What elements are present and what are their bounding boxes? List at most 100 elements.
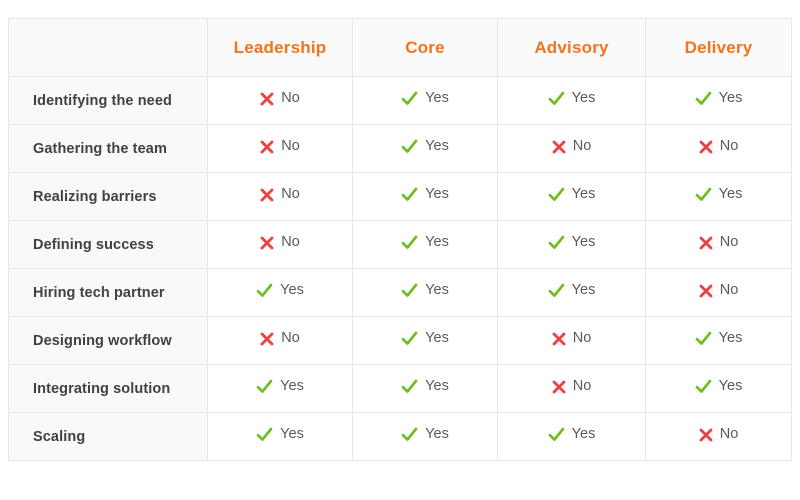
cell: No — [645, 268, 792, 317]
corner-cell — [8, 18, 208, 77]
value-label: Yes — [571, 234, 596, 251]
column-header-core: Core — [352, 18, 498, 77]
cell: Yes — [352, 124, 498, 173]
yes-value: Yes — [401, 427, 449, 442]
no-value: No — [699, 427, 738, 442]
value-label: No — [572, 138, 592, 155]
value-label: Yes — [718, 378, 743, 395]
no-value: No — [552, 330, 592, 347]
yes-value: Yes — [401, 331, 449, 346]
cell: No — [497, 124, 646, 173]
yes-value: Yes — [401, 187, 449, 202]
check-icon — [401, 139, 418, 154]
yes-value: Yes — [401, 235, 449, 250]
value-label: No — [719, 234, 739, 251]
cell: Yes — [352, 220, 498, 269]
cell: Yes — [352, 364, 498, 413]
no-value: No — [552, 379, 591, 394]
no-value: No — [260, 91, 300, 106]
yes-value: Yes — [401, 283, 449, 298]
column-header-delivery: Delivery — [645, 18, 792, 77]
yes-value: Yes — [256, 283, 304, 298]
check-icon — [548, 91, 565, 106]
check-icon — [548, 187, 565, 202]
yes-value: Yes — [548, 186, 596, 203]
yes-value: Yes — [695, 90, 743, 107]
value-label: Yes — [280, 378, 304, 395]
no-value: No — [260, 331, 300, 346]
cell: Yes — [207, 268, 353, 317]
value-label: Yes — [425, 234, 449, 251]
table-row: Scaling Yes Yes Yes No — [8, 412, 792, 461]
table-row: Gathering the team No Yes No No — [8, 124, 792, 173]
cross-icon — [699, 284, 713, 298]
yes-value: Yes — [401, 379, 449, 394]
yes-value: Yes — [401, 139, 449, 154]
cell: Yes — [497, 220, 646, 269]
value-label: No — [281, 138, 300, 155]
no-value: No — [260, 235, 300, 250]
table-row: Integrating solution Yes Yes No Yes — [8, 364, 792, 413]
cell: No — [207, 124, 353, 173]
cell: No — [645, 412, 792, 461]
cell: Yes — [497, 268, 646, 317]
cell: Yes — [352, 412, 498, 461]
check-icon — [401, 427, 418, 442]
table-row: Identifying the need No Yes Yes Yes — [8, 76, 792, 125]
value-label: Yes — [425, 330, 449, 347]
value-label: Yes — [571, 186, 596, 203]
cell: Yes — [645, 76, 792, 125]
cell: Yes — [645, 316, 792, 365]
cross-icon — [699, 428, 713, 442]
cell: No — [645, 124, 792, 173]
row-label: Designing workflow — [8, 316, 208, 365]
table-header: Leadership Core Advisory Delivery — [8, 18, 792, 77]
table-row: Designing workflow No Yes No Yes — [8, 316, 792, 365]
value-label: Yes — [718, 90, 743, 107]
cell: No — [207, 220, 353, 269]
cross-icon — [552, 140, 566, 154]
value-label: No — [281, 186, 300, 203]
check-icon — [401, 331, 418, 346]
check-icon — [401, 235, 418, 250]
cell: No — [207, 316, 353, 365]
comparison-table: Leadership Core Advisory Delivery Identi… — [8, 18, 792, 461]
value-label: Yes — [425, 378, 449, 395]
cross-icon — [260, 188, 274, 202]
check-icon — [548, 427, 565, 442]
column-header-leadership: Leadership — [207, 18, 353, 77]
cross-icon — [552, 380, 566, 394]
cell: No — [497, 316, 646, 365]
cell: Yes — [645, 364, 792, 413]
cell: Yes — [645, 172, 792, 221]
value-label: Yes — [571, 426, 596, 443]
cell: Yes — [352, 172, 498, 221]
value-label: No — [572, 330, 592, 347]
row-label: Integrating solution — [8, 364, 208, 413]
value-label: Yes — [425, 426, 449, 443]
cell: No — [207, 76, 353, 125]
cell: Yes — [207, 412, 353, 461]
check-icon — [695, 331, 712, 346]
check-icon — [401, 187, 418, 202]
table-body: Identifying the need No Yes Yes Yes Gathering… — [8, 76, 792, 461]
cross-icon — [699, 140, 713, 154]
value-label: Yes — [571, 282, 596, 299]
value-label: No — [719, 138, 739, 155]
check-icon — [548, 235, 565, 250]
value-label: No — [281, 234, 300, 251]
no-value: No — [699, 234, 739, 251]
no-value: No — [260, 187, 300, 202]
yes-value: Yes — [548, 91, 595, 106]
check-icon — [695, 187, 712, 202]
cross-icon — [260, 140, 274, 154]
check-icon — [401, 379, 418, 394]
row-label: Gathering the team — [8, 124, 208, 173]
header-row: Leadership Core Advisory Delivery — [8, 18, 792, 77]
table-row: Realizing barriers No Yes Yes Yes — [8, 172, 792, 221]
yes-value: Yes — [548, 282, 596, 299]
cell: Yes — [497, 172, 646, 221]
cross-icon — [260, 92, 274, 106]
yes-value: Yes — [256, 427, 304, 442]
cross-icon — [260, 332, 274, 346]
